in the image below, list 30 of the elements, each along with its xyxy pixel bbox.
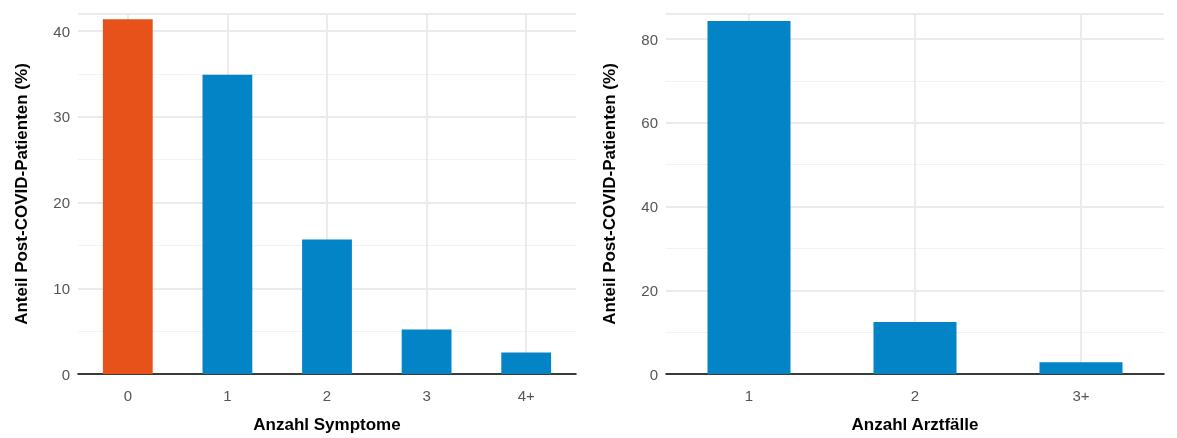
bar — [873, 322, 957, 374]
y-tick-label: 80 — [641, 30, 658, 48]
x-tick-label: 0 — [123, 387, 132, 404]
y-tick-label: 10 — [53, 279, 70, 297]
x-tick-label: 2 — [910, 387, 920, 404]
x-tick-label: 4+ — [517, 387, 535, 404]
bar — [1039, 362, 1123, 374]
x-tick-label: 3 — [422, 387, 431, 404]
bar — [102, 19, 153, 374]
y-axis-title: Anteil Post-COVID-Patienten (%) — [600, 63, 619, 325]
y-tick-label: 60 — [641, 114, 658, 132]
y-tick-label: 20 — [641, 281, 658, 299]
bar — [401, 329, 452, 374]
y-tick-label: 0 — [649, 365, 658, 383]
bar — [202, 74, 253, 374]
x-axis-title: Anzahl Arztfälle — [851, 415, 979, 434]
y-tick-label: 20 — [53, 194, 70, 212]
bar — [501, 352, 552, 374]
y-tick-label: 30 — [53, 108, 70, 126]
bar — [707, 21, 791, 374]
x-tick-label: 2 — [322, 387, 332, 404]
y-axis-title: Anteil Post-COVID-Patienten (%) — [12, 63, 31, 325]
y-tick-label: 40 — [641, 198, 658, 216]
x-tick-label: 1 — [744, 387, 754, 404]
x-tick-label: 3+ — [1072, 387, 1090, 404]
y-tick-label: 0 — [61, 365, 70, 383]
bar — [302, 239, 352, 374]
x-axis-title: Anzahl Symptome — [253, 415, 401, 434]
y-tick-label: 40 — [53, 22, 70, 40]
x-tick-label: 1 — [223, 387, 232, 404]
